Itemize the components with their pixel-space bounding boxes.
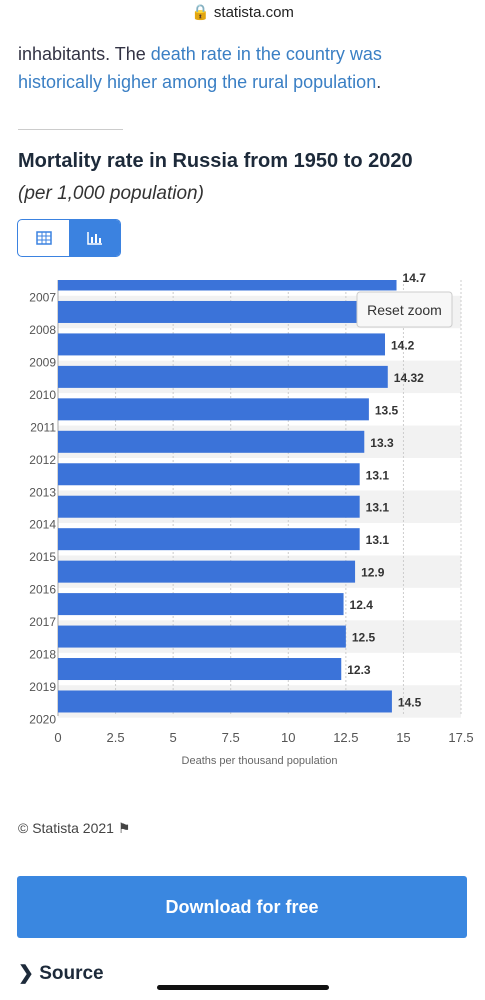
bar — [58, 658, 342, 681]
x-tick-label: 15 — [396, 730, 410, 745]
y-tick-label: 2011 — [30, 420, 56, 434]
reset-zoom-button[interactable]: Reset zoom — [356, 291, 453, 328]
y-tick-label: 2010 — [29, 388, 56, 402]
bar — [58, 280, 397, 291]
y-tick-label: 2009 — [29, 355, 56, 369]
data-label: 13.3 — [370, 436, 394, 450]
data-label: 14.2 — [391, 338, 415, 352]
y-tick-label: 2015 — [29, 550, 56, 564]
chart-subtitle: (per 1,000 population) — [18, 183, 204, 204]
bar — [58, 430, 365, 453]
intro-link[interactable]: death rate in the country was historical… — [18, 44, 382, 92]
chart: 0 2.5 5 7.5 10 12.5 15 17.5 Deaths per thousand … — [29, 271, 473, 767]
reset-zoom-bg — [356, 291, 453, 328]
x-tick-label: 17.5 — [448, 730, 473, 745]
data-label: 13.1 — [366, 533, 390, 547]
address-bar[interactable]: 🔒 statista.com — [191, 4, 294, 21]
x-tick-label: 5 — [170, 730, 177, 745]
divider — [18, 129, 123, 130]
data-label: 12.9 — [361, 566, 385, 580]
view-toggle — [17, 219, 121, 257]
bar — [58, 625, 346, 648]
x-tick-label: 12.5 — [333, 730, 358, 745]
data-label: 12.4 — [350, 598, 374, 612]
copyright-text: © Statista 2021 — [18, 820, 114, 836]
data-label: 13.1 — [366, 468, 390, 482]
table-icon — [35, 231, 52, 245]
source-toggle[interactable]: ❯ Source — [18, 963, 104, 984]
chart-title: Mortality rate in Russia from 1950 to 20… — [18, 150, 413, 172]
y-tick-label: 2008 — [29, 323, 56, 337]
intro-text: inhabitants. The death rate in the count… — [18, 40, 468, 96]
url: statista.com — [213, 4, 294, 21]
bar — [58, 398, 369, 421]
data-label: 13.5 — [375, 403, 399, 417]
data-label: 14.32 — [394, 371, 424, 385]
x-axis-label: Deaths per thousand population — [182, 755, 338, 767]
y-tick-label: 2014 — [29, 518, 56, 532]
y-tick-label: 2018 — [29, 648, 56, 662]
source-label: Source — [39, 963, 104, 984]
bar — [58, 365, 388, 388]
bar — [58, 495, 360, 518]
x-tick-label: 7.5 — [222, 730, 240, 745]
chart-view[interactable] — [69, 220, 120, 256]
bar — [58, 333, 386, 356]
download-button[interactable]: Download for free — [17, 876, 467, 938]
bar — [58, 593, 344, 616]
y-tick-label: 2020 — [29, 712, 56, 726]
x-tick-label: 2.5 — [107, 730, 125, 745]
data-label: 13.1 — [366, 501, 390, 515]
reset-zoom-label: Reset zoom — [367, 302, 442, 318]
y-tick-label: 2013 — [29, 485, 56, 499]
y-tick-label: 2012 — [29, 453, 56, 467]
data-label: 12.5 — [352, 631, 376, 645]
bar — [58, 463, 360, 486]
intro: inhabitants. The — [18, 44, 151, 64]
y-tick-label: 2007 — [29, 291, 56, 305]
table-view[interactable] — [18, 220, 69, 256]
chart-icon — [86, 232, 102, 245]
bar — [58, 528, 360, 551]
bar — [58, 560, 356, 583]
data-label: 14.7 — [403, 271, 427, 285]
bar — [58, 300, 395, 323]
y-tick-label: 2019 — [29, 680, 56, 694]
intro-end: . — [376, 72, 382, 92]
x-tick-label: 10 — [281, 730, 295, 745]
data-label: 12.3 — [347, 663, 371, 677]
x-tick-label: 0 — [54, 730, 61, 745]
data-label: 14.5 — [398, 695, 422, 709]
y-tick-label: 2017 — [29, 615, 56, 629]
y-tick-label: 2016 — [29, 583, 56, 597]
home-indicator — [157, 985, 329, 990]
bar — [58, 690, 392, 713]
copyright: © Statista 2021 ⚑ — [18, 820, 131, 836]
